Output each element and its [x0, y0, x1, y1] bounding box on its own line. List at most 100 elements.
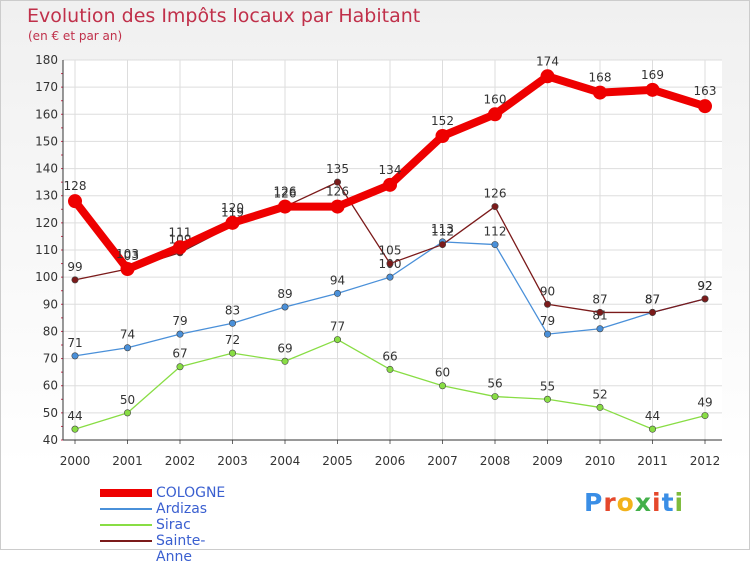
data-label: 152 — [431, 114, 454, 128]
data-label: 103 — [116, 247, 139, 261]
data-label: 87 — [592, 292, 607, 306]
legend-label: Ardizas — [156, 501, 208, 517]
y-tick-label: 140 — [35, 162, 58, 176]
data-label: 92 — [697, 279, 712, 293]
data-point — [596, 308, 604, 316]
data-point — [491, 203, 499, 211]
data-label: 174 — [536, 54, 559, 68]
data-label: 126 — [274, 185, 297, 199]
data-point — [386, 365, 394, 373]
data-point — [333, 336, 341, 344]
data-point — [648, 425, 656, 433]
data-point — [176, 363, 184, 371]
x-tick-label: 2000 — [60, 454, 91, 468]
data-point — [701, 295, 709, 303]
data-point — [491, 393, 499, 401]
legend-swatch — [100, 524, 152, 526]
data-label: 87 — [645, 292, 660, 306]
data-label: 111 — [169, 225, 192, 239]
data-label: 113 — [431, 222, 454, 236]
data-point — [648, 308, 656, 316]
data-label: 55 — [540, 379, 555, 393]
data-point — [383, 177, 397, 192]
brand-letter: i — [674, 488, 685, 517]
data-label: 160 — [484, 92, 507, 106]
data-point — [543, 330, 551, 338]
data-label: 50 — [120, 393, 135, 407]
data-label: 169 — [641, 68, 664, 82]
data-label: 126 — [274, 187, 297, 201]
data-label: 168 — [589, 71, 612, 85]
data-label: 67 — [172, 347, 187, 361]
brand-letter: x — [634, 488, 652, 517]
brand-letter: t — [661, 488, 675, 517]
data-point — [488, 107, 502, 122]
data-point — [386, 273, 394, 281]
data-point — [596, 325, 604, 333]
data-label: 112 — [431, 225, 454, 239]
data-label: 77 — [330, 320, 345, 334]
data-point — [68, 194, 82, 209]
data-point — [225, 215, 240, 230]
data-point — [701, 412, 709, 420]
data-label: 126 — [326, 185, 349, 199]
data-label: 52 — [592, 387, 607, 401]
data-point — [120, 262, 135, 276]
data-label: 79 — [540, 314, 555, 328]
x-tick-label: 2006 — [375, 454, 406, 468]
legend-swatch — [100, 508, 152, 510]
legend-label: COLOGNE — [156, 485, 226, 501]
legend-swatch — [100, 489, 152, 497]
x-tick-label: 2009 — [532, 454, 563, 468]
y-tick-label: 70 — [43, 352, 58, 366]
data-point — [229, 349, 237, 357]
chart-subtitle: (en € et par an) — [28, 29, 123, 43]
brand-letter: o — [616, 488, 635, 517]
data-label: 87 — [645, 292, 660, 306]
x-tick-label: 2007 — [427, 454, 458, 468]
data-point — [176, 330, 184, 338]
data-point — [540, 69, 555, 84]
data-label: 83 — [225, 303, 240, 317]
data-label: 120 — [221, 201, 244, 215]
data-point — [71, 425, 79, 433]
y-tick-label: 60 — [43, 379, 58, 393]
brand-letter: r — [603, 488, 617, 517]
data-point — [435, 129, 450, 143]
data-label: 112 — [484, 225, 507, 239]
data-label: 94 — [330, 273, 345, 287]
data-point — [124, 409, 132, 417]
data-point — [124, 344, 132, 352]
brand-letter: i — [652, 488, 662, 517]
data-label: 119 — [221, 206, 244, 220]
data-point — [333, 178, 341, 186]
y-tick-label: 160 — [35, 107, 58, 121]
y-tick-label: 120 — [35, 216, 58, 230]
data-label: 90 — [540, 284, 555, 298]
legend-label: Sirac — [156, 517, 191, 533]
data-point — [71, 276, 79, 284]
y-tick-label: 180 — [35, 53, 58, 67]
x-tick-label: 2003 — [217, 454, 248, 468]
data-label: 72 — [225, 333, 240, 347]
data-point — [71, 352, 79, 360]
x-tick-label: 2008 — [480, 454, 511, 468]
data-label: 99 — [67, 260, 82, 274]
y-tick-label: 130 — [35, 189, 58, 203]
data-point — [330, 199, 345, 214]
data-point — [281, 303, 289, 311]
x-tick-label: 2002 — [165, 454, 196, 468]
x-tick-label: 2011 — [637, 454, 668, 468]
brand-logo: Proxiti — [584, 488, 684, 517]
data-point — [278, 199, 292, 214]
y-tick-label: 150 — [35, 134, 58, 148]
data-label: 135 — [326, 162, 349, 176]
data-point — [698, 99, 712, 114]
data-label: 126 — [484, 187, 507, 201]
data-label: 105 — [379, 244, 402, 258]
x-tick-label: 2012 — [690, 454, 721, 468]
data-label: 128 — [64, 179, 87, 193]
data-point — [281, 357, 289, 365]
y-tick-label: 170 — [35, 80, 58, 94]
y-tick-label: 40 — [43, 433, 58, 447]
